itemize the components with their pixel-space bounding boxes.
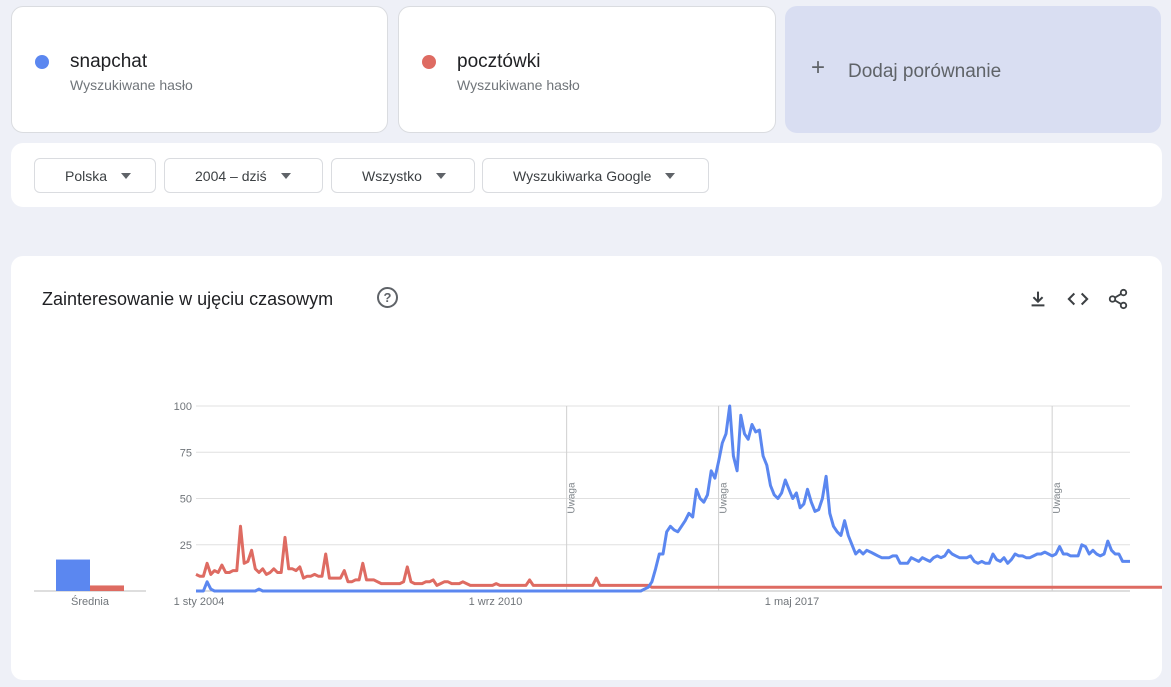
search-source-dropdown-label: Wyszukiwarka Google	[513, 167, 652, 184]
y-tick-label: 100	[174, 401, 192, 413]
download-icon[interactable]	[1027, 288, 1049, 310]
embed-code-icon[interactable]	[1067, 288, 1089, 310]
term-name: snapchat	[70, 51, 148, 72]
series-line-snapchat	[196, 404, 1130, 593]
category-dropdown[interactable]: Wszystko	[331, 158, 475, 193]
term-type-label: Wyszukiwane hasło	[70, 77, 193, 93]
note-label: Uwaga	[1052, 482, 1063, 514]
note-label: Uwaga	[719, 482, 730, 514]
y-tick-label: 75	[180, 447, 192, 459]
region-dropdown[interactable]: Polska	[34, 158, 156, 193]
caret-down-icon	[435, 172, 446, 179]
x-tick-label: 1 sty 2004	[174, 596, 225, 608]
plus-icon: +	[811, 54, 826, 81]
chart-title: Zainteresowanie w ujęciu czasowym	[42, 289, 334, 309]
caret-down-icon	[665, 172, 676, 179]
series-color-dot	[35, 55, 49, 69]
help-icon[interactable]: ?	[377, 287, 398, 308]
term-card-snapchat[interactable]: snapchat Wyszukiwane hasło	[11, 6, 388, 133]
interest-line-chart: 100 75 50 25 Uwaga Uwaga Uwaga 1 sty 2004 1 wrz …	[34, 401, 1162, 608]
average-label: Średnia	[71, 595, 110, 608]
series-line-pocztowki	[195, 524, 1162, 589]
average-bar-snapchat	[56, 559, 90, 591]
search-source-dropdown[interactable]: Wyszukiwarka Google	[482, 158, 709, 193]
y-tick-label: 50	[180, 494, 192, 506]
term-name: pocztówki	[457, 51, 541, 72]
caret-down-icon	[280, 172, 291, 179]
region-dropdown-label: Polska	[65, 167, 108, 184]
caret-down-icon	[121, 172, 132, 179]
period-dropdown[interactable]: 2004 – dziś	[164, 158, 323, 193]
period-dropdown-label: 2004 – dziś	[195, 167, 267, 184]
term-type-label: Wyszukiwane hasło	[457, 77, 580, 93]
term-card-pocztowki[interactable]: pocztówki Wyszukiwane hasło	[398, 6, 776, 133]
add-comparison-button[interactable]: + Dodaj porównanie	[785, 6, 1161, 133]
category-dropdown-label: Wszystko	[362, 167, 422, 184]
interest-over-time-card: Zainteresowanie w ujęciu czasowym ? 100 7…	[11, 256, 1162, 680]
y-tick-label: 25	[180, 540, 192, 552]
x-tick-label: 1 maj 2017	[765, 596, 819, 608]
average-bar-pocztowki	[90, 585, 124, 591]
filter-bar: Polska 2004 – dziś Wszystko Wyszukiwarka…	[11, 143, 1162, 207]
note-label: Uwaga	[567, 482, 578, 514]
series-color-dot	[422, 55, 436, 69]
share-icon[interactable]	[1107, 288, 1129, 310]
add-comparison-label: Dodaj porównanie	[848, 61, 1002, 82]
x-tick-label: 1 wrz 2010	[469, 596, 523, 608]
